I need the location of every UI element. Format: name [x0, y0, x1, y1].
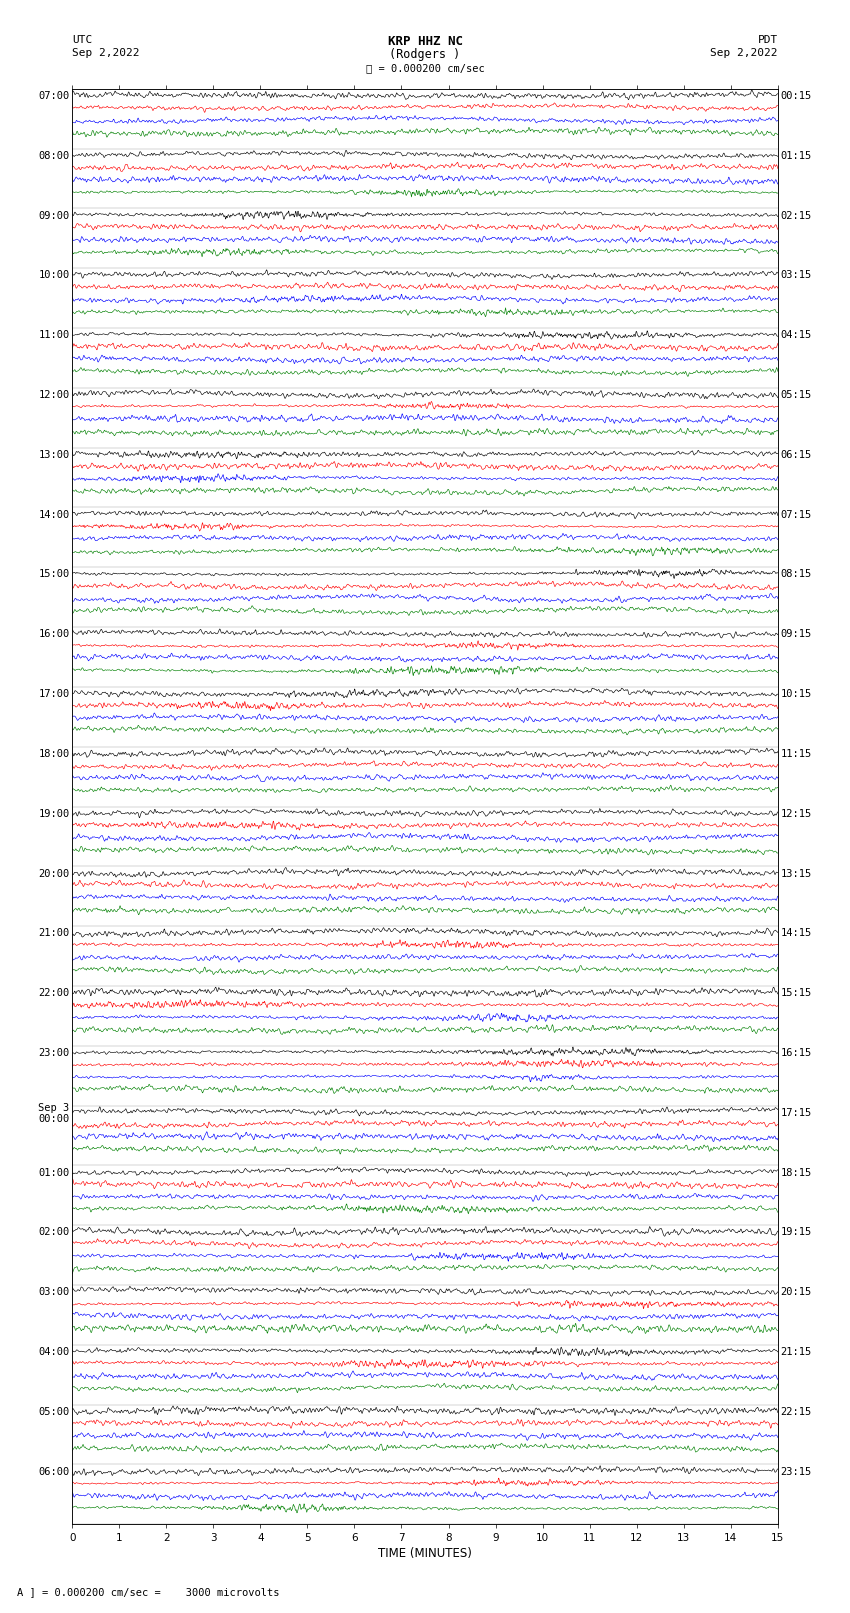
Text: UTC: UTC	[72, 35, 93, 45]
Text: Sep 2,2022: Sep 2,2022	[72, 48, 139, 58]
Text: A ] = 0.000200 cm/sec =    3000 microvolts: A ] = 0.000200 cm/sec = 3000 microvolts	[17, 1587, 280, 1597]
Text: Sep 2,2022: Sep 2,2022	[711, 48, 778, 58]
Text: PDT: PDT	[757, 35, 778, 45]
Text: ⎸ = 0.000200 cm/sec: ⎸ = 0.000200 cm/sec	[366, 63, 484, 73]
Text: KRP HHZ NC: KRP HHZ NC	[388, 35, 462, 48]
Text: (Rodgers ): (Rodgers )	[389, 48, 461, 61]
X-axis label: TIME (MINUTES): TIME (MINUTES)	[378, 1547, 472, 1560]
